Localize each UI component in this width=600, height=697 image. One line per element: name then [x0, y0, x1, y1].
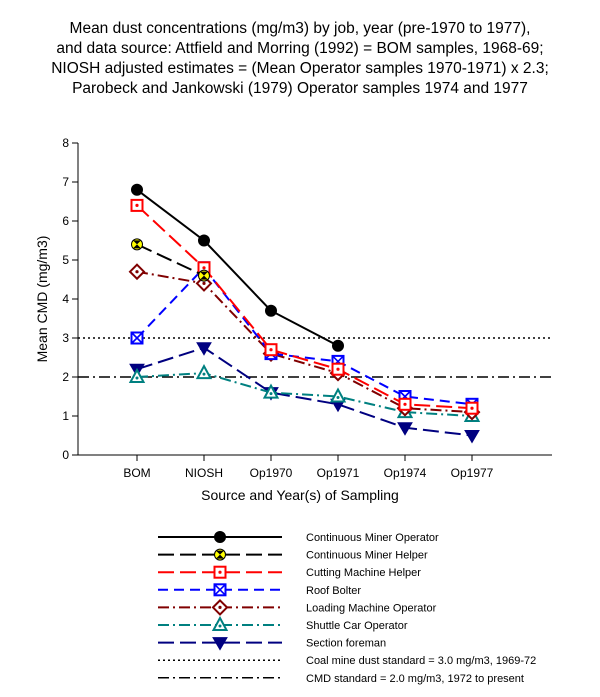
data-point [264, 343, 278, 357]
legend-item: Continuous Miner Operator [158, 531, 439, 544]
data-point [262, 383, 280, 399]
data-point [265, 304, 277, 317]
data-point [195, 364, 213, 380]
data-point [329, 387, 347, 403]
plot-axes: 0 1 2 3 4 5 6 7 8 BOM NIOSH Op1970 Op1971 Op1974 Op197… [34, 136, 552, 503]
legend-marker [213, 565, 227, 579]
y-axis-title: Mean CMD (mg/m3) [34, 236, 50, 363]
y-tick-label: 1 [62, 409, 69, 423]
legend-item: Continuous Miner Helper [158, 548, 428, 562]
legend-label: Section foreman [306, 638, 386, 650]
legend-item: CMD standard = 2.0 mg/m3, 1972 to presen… [158, 673, 524, 685]
data-point [332, 339, 344, 352]
legend-label: Coal mine dust standard = 3.0 mg/m3, 196… [306, 655, 536, 667]
y-tick-label: 5 [62, 253, 69, 267]
series-continuous-miner-operator [131, 183, 344, 352]
series-line [136, 243, 205, 277]
legend-label: Cutting Machine Helper [306, 567, 421, 579]
legend-item: Shuttle Car Operator [158, 615, 408, 632]
series-cutting-machine-helper [130, 198, 479, 415]
legend-label: Roof Bolter [306, 585, 361, 597]
legend-label: Loading Machine Operator [306, 602, 437, 614]
x-axis-title: Source and Year(s) of Sampling [201, 487, 399, 503]
data-point [130, 331, 144, 345]
chart-title-line: Mean dust concentrations (mg/m3) by job,… [70, 20, 531, 37]
series-line [136, 270, 473, 414]
x-tick-label: Op1977 [451, 466, 494, 480]
y-tick-label: 7 [62, 175, 69, 189]
legend-marker [211, 615, 229, 631]
chart-title-line: Parobeck and Jankowski (1979) Operator s… [72, 80, 528, 97]
legend-marker [211, 598, 229, 616]
legend-marker [214, 531, 226, 543]
y-tick-label: 4 [62, 292, 69, 306]
series-loading-machine-operator [128, 263, 481, 421]
legend-label: Shuttle Car Operator [306, 620, 408, 632]
data-point [131, 183, 143, 196]
y-tick-label: 2 [62, 370, 69, 384]
data-point [128, 263, 146, 281]
y-tick-label: 6 [62, 214, 69, 228]
chart-title: Mean dust concentrations (mg/m3) by job,… [51, 20, 549, 97]
series-line [136, 346, 473, 437]
series-shuttle-car-operator [128, 364, 481, 422]
legend-marker [212, 637, 228, 651]
data-series [128, 183, 481, 444]
series-line [136, 372, 473, 417]
legend-label: Continuous Miner Operator [306, 532, 439, 544]
data-point [130, 198, 144, 212]
legend-item: Roof Bolter [158, 583, 361, 597]
series-line [136, 266, 473, 406]
chart-title-line: NIOSH adjusted estimates = (Mean Operato… [51, 60, 549, 77]
y-tick-label: 8 [62, 136, 69, 150]
legend-label: CMD standard = 2.0 mg/m3, 1972 to presen… [306, 673, 524, 685]
data-point [331, 362, 345, 376]
legend-item: Loading Machine Operator [158, 598, 437, 616]
legend-label: Continuous Miner Helper [306, 550, 428, 562]
legend-item: Cutting Machine Helper [158, 565, 421, 579]
series-roof-bolter [130, 261, 479, 411]
data-point [131, 238, 143, 251]
data-point [198, 234, 210, 247]
data-point [465, 401, 479, 415]
data-point [464, 430, 480, 444]
x-tick-label: BOM [123, 466, 150, 480]
legend-item: Section foreman [158, 637, 386, 651]
chart-legend: Continuous Miner Operator Continuous Mine… [158, 531, 536, 685]
data-point [196, 342, 212, 356]
legend-item: Coal mine dust standard = 3.0 mg/m3, 196… [158, 655, 536, 667]
data-point [397, 422, 413, 436]
x-tick-label: Op1974 [384, 466, 427, 480]
x-tick-label: Op1971 [317, 466, 360, 480]
series-continuous-miner-helper [131, 238, 210, 282]
series-section-foreman [129, 342, 480, 444]
data-point [128, 367, 146, 383]
x-tick-label: Op1970 [250, 466, 293, 480]
data-point [198, 269, 210, 282]
series-line [136, 204, 473, 410]
chart-title-line: and data source: Attfield and Morring (1… [56, 40, 543, 57]
data-point [398, 397, 412, 411]
legend-marker [214, 548, 226, 561]
series-line [136, 189, 339, 347]
legend-marker [213, 583, 227, 597]
x-tick-label: NIOSH [185, 466, 223, 480]
y-tick-label: 0 [62, 448, 69, 462]
reference-lines [78, 337, 552, 378]
y-tick-label: 3 [62, 331, 69, 345]
